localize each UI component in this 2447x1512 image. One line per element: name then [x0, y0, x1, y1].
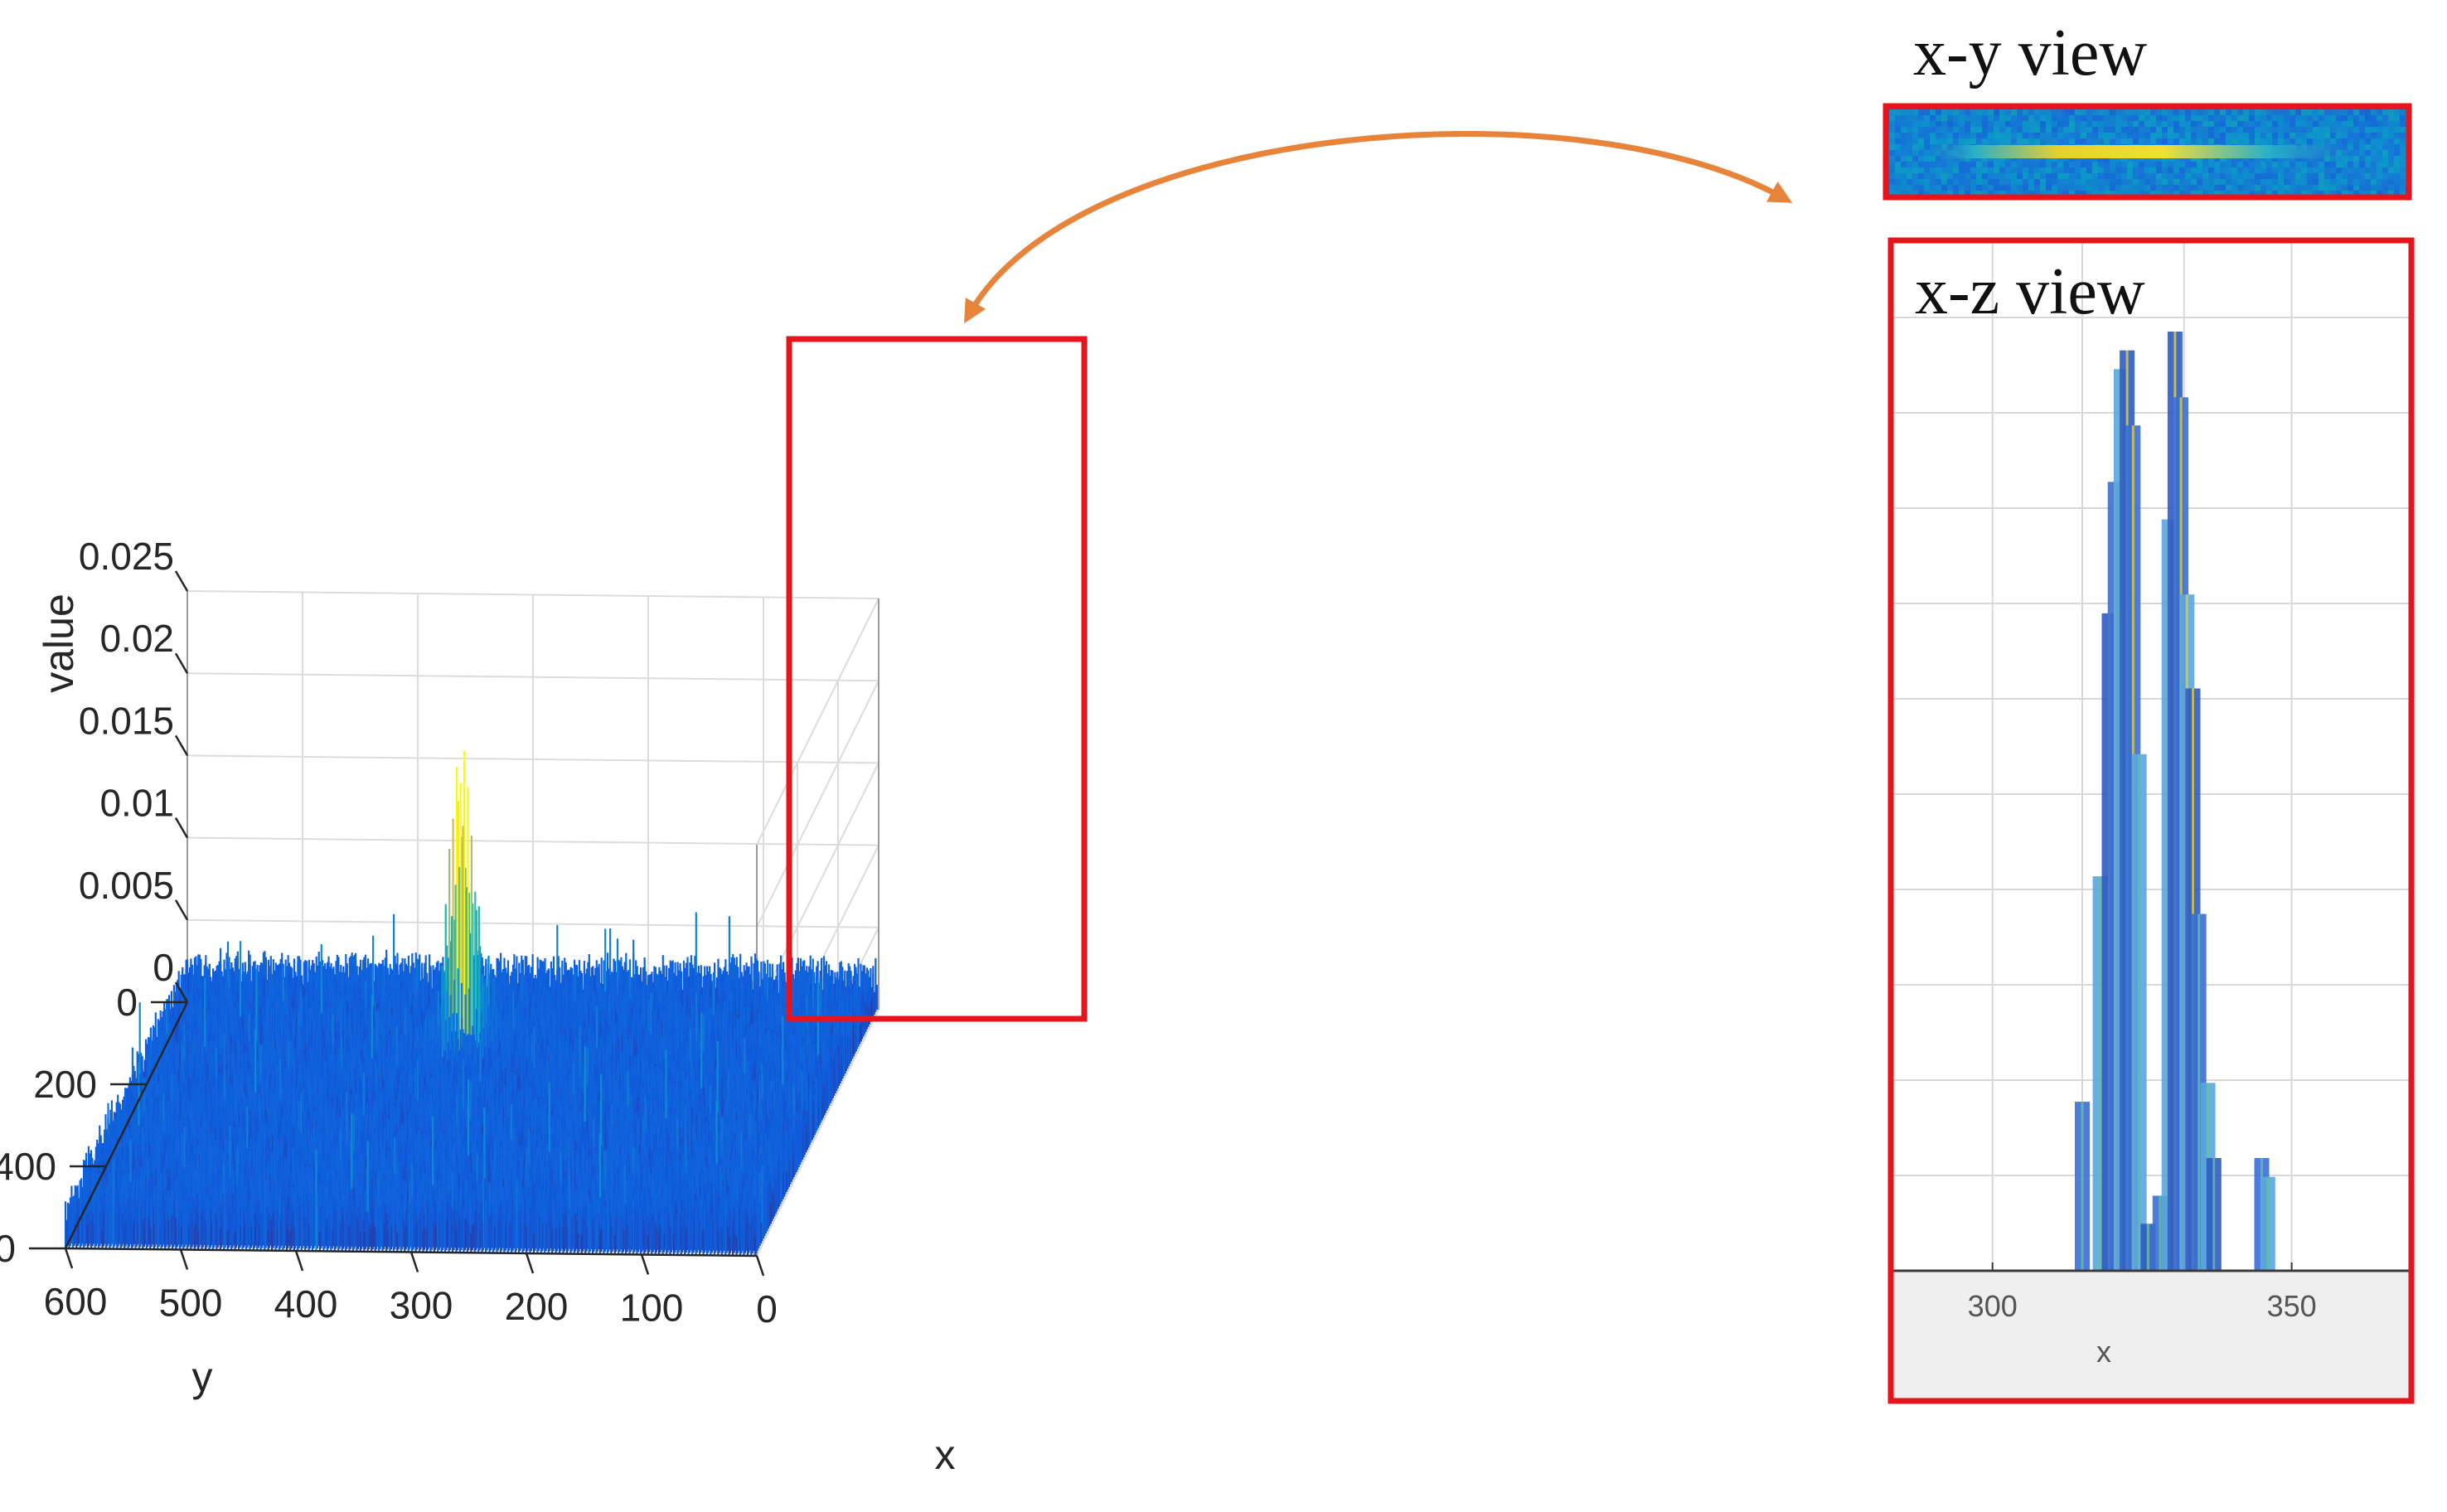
surface-plot-axes: 0.0250.020.0150.010.0050 600 500 400 300 200…: [0, 535, 956, 1478]
